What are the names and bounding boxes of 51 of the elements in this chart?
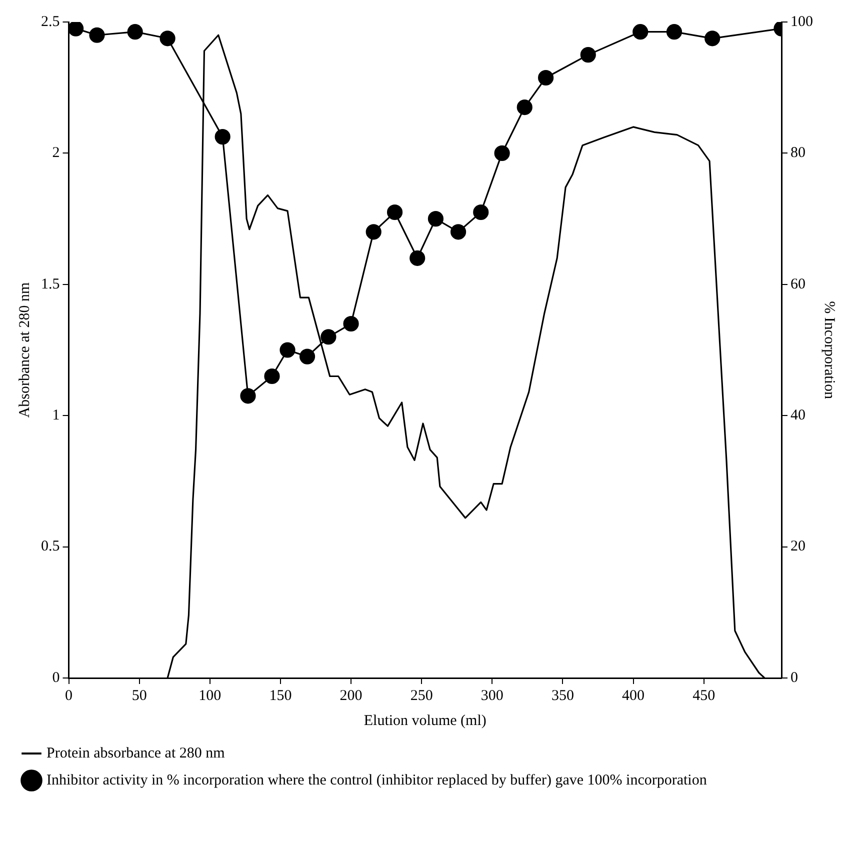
point xyxy=(516,99,532,116)
point xyxy=(299,348,316,364)
x-tick-label: 200 xyxy=(340,688,362,704)
y2-tick-label: 100 xyxy=(790,14,813,30)
point xyxy=(366,224,382,240)
y2-tick-label: 80 xyxy=(790,145,806,162)
point xyxy=(666,24,682,40)
y-tick-label: 1.5 xyxy=(41,276,60,292)
y-tick-label: 1 xyxy=(52,408,60,424)
legend-label: Protein absorbance at 280 nm xyxy=(46,745,226,762)
point xyxy=(240,388,256,404)
x-axis-title: Elution volume (ml) xyxy=(364,712,486,729)
point xyxy=(160,30,176,46)
x-tick-label: 0 xyxy=(65,688,72,704)
point xyxy=(89,27,105,43)
x-tick-label: 50 xyxy=(132,688,147,704)
x-tick-label: 300 xyxy=(480,688,504,704)
y2-tick-label: 40 xyxy=(790,408,806,424)
y-tick-label: 2 xyxy=(52,145,60,162)
point xyxy=(264,368,280,384)
point xyxy=(494,145,510,161)
y-tick-label: 2.5 xyxy=(41,14,60,30)
x-tick-label: 400 xyxy=(622,688,645,704)
point xyxy=(704,30,720,46)
point xyxy=(320,329,336,345)
y2-tick-label: 60 xyxy=(790,276,806,292)
y-axis-title: Absorbance at 280 nm xyxy=(16,282,33,418)
point xyxy=(538,70,554,86)
y2-tick-label: 20 xyxy=(790,538,806,555)
point xyxy=(428,211,444,227)
y-tick-label: 0.5 xyxy=(41,538,60,555)
y2-tick-label: 0 xyxy=(790,670,798,686)
x-tick-label: 250 xyxy=(410,688,433,704)
x-tick-label: 150 xyxy=(269,688,292,704)
point xyxy=(214,129,230,145)
point xyxy=(343,316,359,332)
point xyxy=(410,250,426,266)
point xyxy=(280,342,296,358)
x-tick-label: 350 xyxy=(551,688,574,704)
point xyxy=(632,24,648,40)
point xyxy=(127,24,143,40)
y-tick-label: 0 xyxy=(52,670,60,686)
point xyxy=(68,22,84,36)
y2-axis-title: % Incorporation xyxy=(821,301,838,400)
x-tick-label: 450 xyxy=(692,688,716,704)
point xyxy=(450,224,466,240)
legend-label: Inhibitor activity in % incorporation where the control (inhibitor replaced by buffer) gave 100% incorporation xyxy=(46,772,708,788)
x-tick-label: 100 xyxy=(198,688,222,704)
point xyxy=(473,204,489,220)
point xyxy=(580,47,596,63)
point xyxy=(386,204,403,220)
